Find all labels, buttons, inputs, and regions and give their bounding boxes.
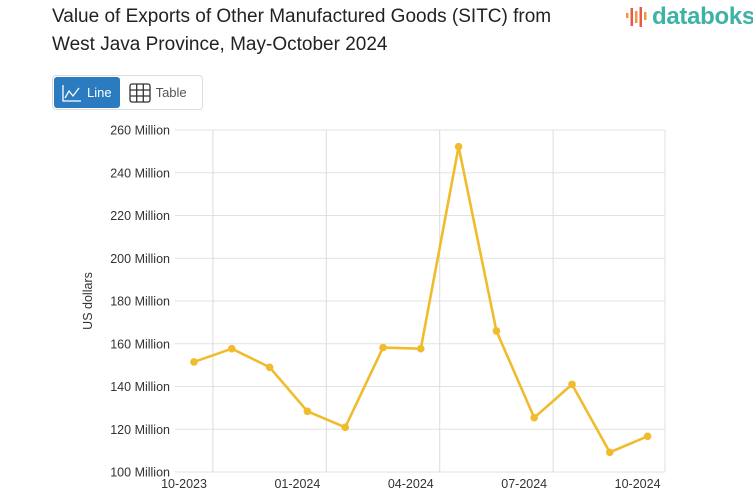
data-point	[454, 142, 463, 151]
table-view-label: Table	[155, 85, 187, 100]
y-tick-label: 100 Million	[110, 466, 170, 480]
data-point	[303, 407, 312, 416]
data-point	[417, 344, 425, 353]
databoks-logo: databoks	[625, 3, 753, 30]
data-point	[265, 363, 274, 372]
y-tick-label: 200 Million	[110, 252, 170, 266]
y-tick-label: 260 Million	[110, 124, 170, 138]
view-toggle: Line Table	[52, 75, 203, 110]
line-view-button[interactable]: Line	[54, 77, 120, 108]
line-chart-icon	[62, 84, 81, 102]
table-view-button[interactable]: Table	[121, 76, 195, 109]
y-tick-label: 160 Million	[110, 337, 170, 351]
data-point	[492, 327, 501, 335]
data-point	[190, 358, 198, 366]
x-tick-label: 07-2024	[501, 477, 547, 491]
logo-text: databoks	[652, 3, 753, 30]
chart-title: Value of Exports of Other Manufactured G…	[52, 6, 552, 55]
data-point	[643, 432, 652, 441]
y-tick-label: 220 Million	[110, 209, 170, 223]
data-point	[530, 413, 538, 422]
y-tick-label: 140 Million	[110, 380, 170, 394]
x-tick-label: 01-2024	[274, 477, 320, 491]
x-tick-label: 04-2024	[388, 477, 434, 491]
line-view-label: Line	[87, 85, 112, 100]
y-tick-label: 240 Million	[110, 166, 170, 180]
data-point	[379, 343, 387, 352]
series-line	[193, 145, 649, 454]
data-point	[341, 423, 350, 432]
y-tick-label: 180 Million	[110, 295, 170, 309]
data-point	[606, 448, 614, 457]
x-tick-label: 10-2023	[161, 477, 207, 491]
data-point	[568, 380, 576, 389]
data-point	[228, 344, 236, 353]
logo-bars-icon	[626, 7, 647, 27]
y-axis-label: US dollars	[81, 272, 95, 330]
table-grid-icon	[128, 82, 151, 103]
x-tick-label: 10-2024	[615, 477, 661, 491]
y-tick-label: 120 Million	[110, 423, 170, 437]
